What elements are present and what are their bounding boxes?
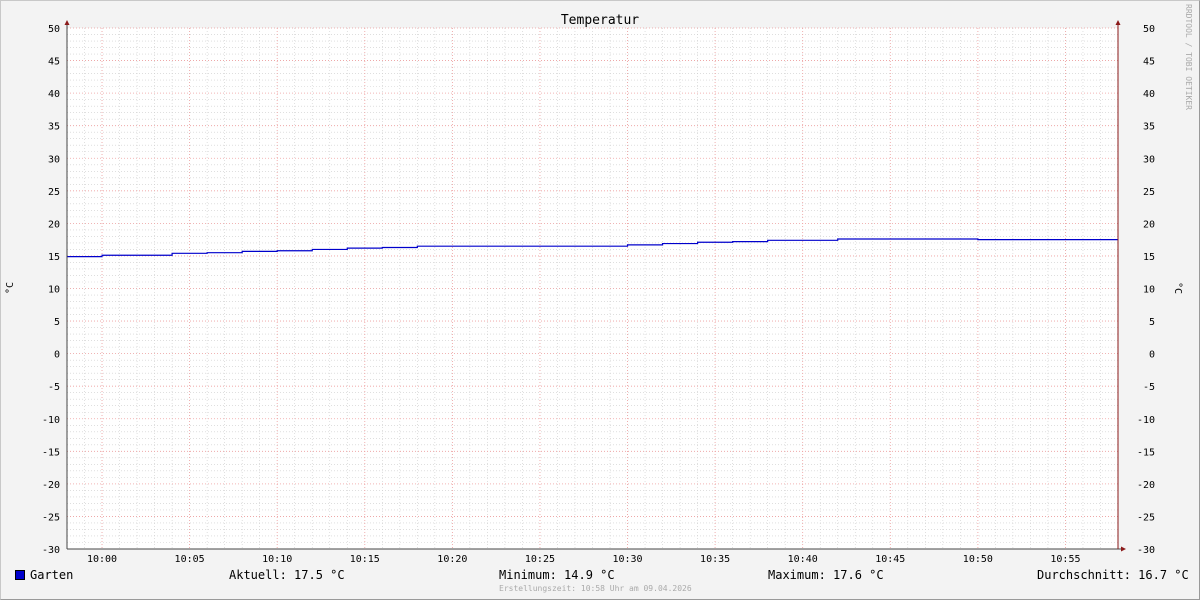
y-axis-label-right: °C: [1172, 282, 1183, 294]
y-tick-label: -30: [42, 545, 60, 556]
y-tick-label-right: -30: [1137, 545, 1155, 556]
x-tick-label: 10:15: [350, 554, 380, 565]
legend-maximum: Maximum: 17.6 °C: [768, 568, 884, 582]
y-tick-label-right: 10: [1143, 285, 1155, 296]
x-tick-label: 10:25: [525, 554, 555, 565]
y-tick-label-right: 50: [1143, 24, 1155, 35]
y-tick-label: 15: [48, 252, 60, 263]
y-tick-label-right: 5: [1149, 317, 1155, 328]
y-tick-label-right: 15: [1143, 252, 1155, 263]
x-tick-label: 10:00: [87, 554, 117, 565]
y-tick-label: 25: [48, 187, 60, 198]
y-tick-label: -10: [42, 415, 60, 426]
y-tick-label: 35: [48, 122, 60, 133]
y-tick-label: 30: [48, 154, 60, 165]
x-tick-label: 10:50: [963, 554, 993, 565]
y-tick-label: -20: [42, 480, 60, 491]
y-tick-label-right: 35: [1143, 122, 1155, 133]
y-tick-label-right: -10: [1137, 415, 1155, 426]
x-tick-label: 10:05: [175, 554, 205, 565]
y-tick-label-right: -5: [1143, 382, 1155, 393]
x-tick-label: 10:20: [437, 554, 467, 565]
y-tick-label: 10: [48, 285, 60, 296]
y-tick-label: 20: [48, 219, 60, 230]
y-tick-label-right: 25: [1143, 187, 1155, 198]
y-tick-label: 50: [48, 24, 60, 35]
y-tick-label: 0: [54, 350, 60, 361]
legend-series-name: Garten: [30, 568, 74, 582]
y-tick-label: -5: [48, 382, 60, 393]
x-tick-label: 10:45: [875, 554, 905, 565]
x-axis: 10:00 10:05 10:10 10:15 10:20 10:25 10:30 10:35…: [87, 554, 1081, 565]
axes: [64, 20, 1126, 552]
y-tick-label-right: 20: [1143, 219, 1155, 230]
grid: [66, 27, 1119, 550]
y-tick-label: -25: [42, 512, 60, 523]
y-tick-label: 5: [54, 317, 60, 328]
series-line-garten: [67, 238, 1118, 258]
series-layer: [66, 238, 1118, 258]
y-tick-label: 40: [48, 89, 60, 100]
x-tick-label: 10:35: [700, 554, 730, 565]
x-tick-label: 10:40: [788, 554, 818, 565]
creation-time: Erstellungszeit: 10:58 Uhr am 09.04.2026: [499, 584, 692, 593]
legend-item-garten: Garten: [15, 568, 73, 582]
legend-average: Durchschnitt: 16.7 °C: [1037, 568, 1189, 582]
legend-current: Aktuell: 17.5 °C: [229, 568, 345, 582]
x-tick-label: 10:30: [612, 554, 642, 565]
right-axis-arrow-icon: [1115, 20, 1121, 25]
y-tick-label-right: -20: [1137, 480, 1155, 491]
y-axis-label-left: °C: [5, 282, 16, 294]
x-tick-label: 10:10: [262, 554, 292, 565]
y-axis-arrow-icon: [64, 20, 70, 25]
y-tick-label-right: 0: [1149, 350, 1155, 361]
legend-swatch: [15, 570, 25, 580]
x-tick-label: 10:55: [1050, 554, 1080, 565]
y-tick-label: 45: [48, 57, 60, 68]
x-axis-arrow-icon: [1121, 546, 1126, 552]
rrdtool-watermark: RRDTOOL / TOBI OETIKER: [1184, 4, 1193, 110]
y-tick-label-right: 30: [1143, 154, 1155, 165]
y-tick-label-right: -25: [1137, 512, 1155, 523]
chart-title: Temperatur: [561, 13, 639, 28]
y-tick-label-right: 45: [1143, 57, 1155, 68]
y-tick-label: -15: [42, 447, 60, 458]
y-tick-label-right: -15: [1137, 447, 1155, 458]
y-tick-label-right: 40: [1143, 89, 1155, 100]
legend-minimum: Minimum: 14.9 °C: [499, 568, 615, 582]
